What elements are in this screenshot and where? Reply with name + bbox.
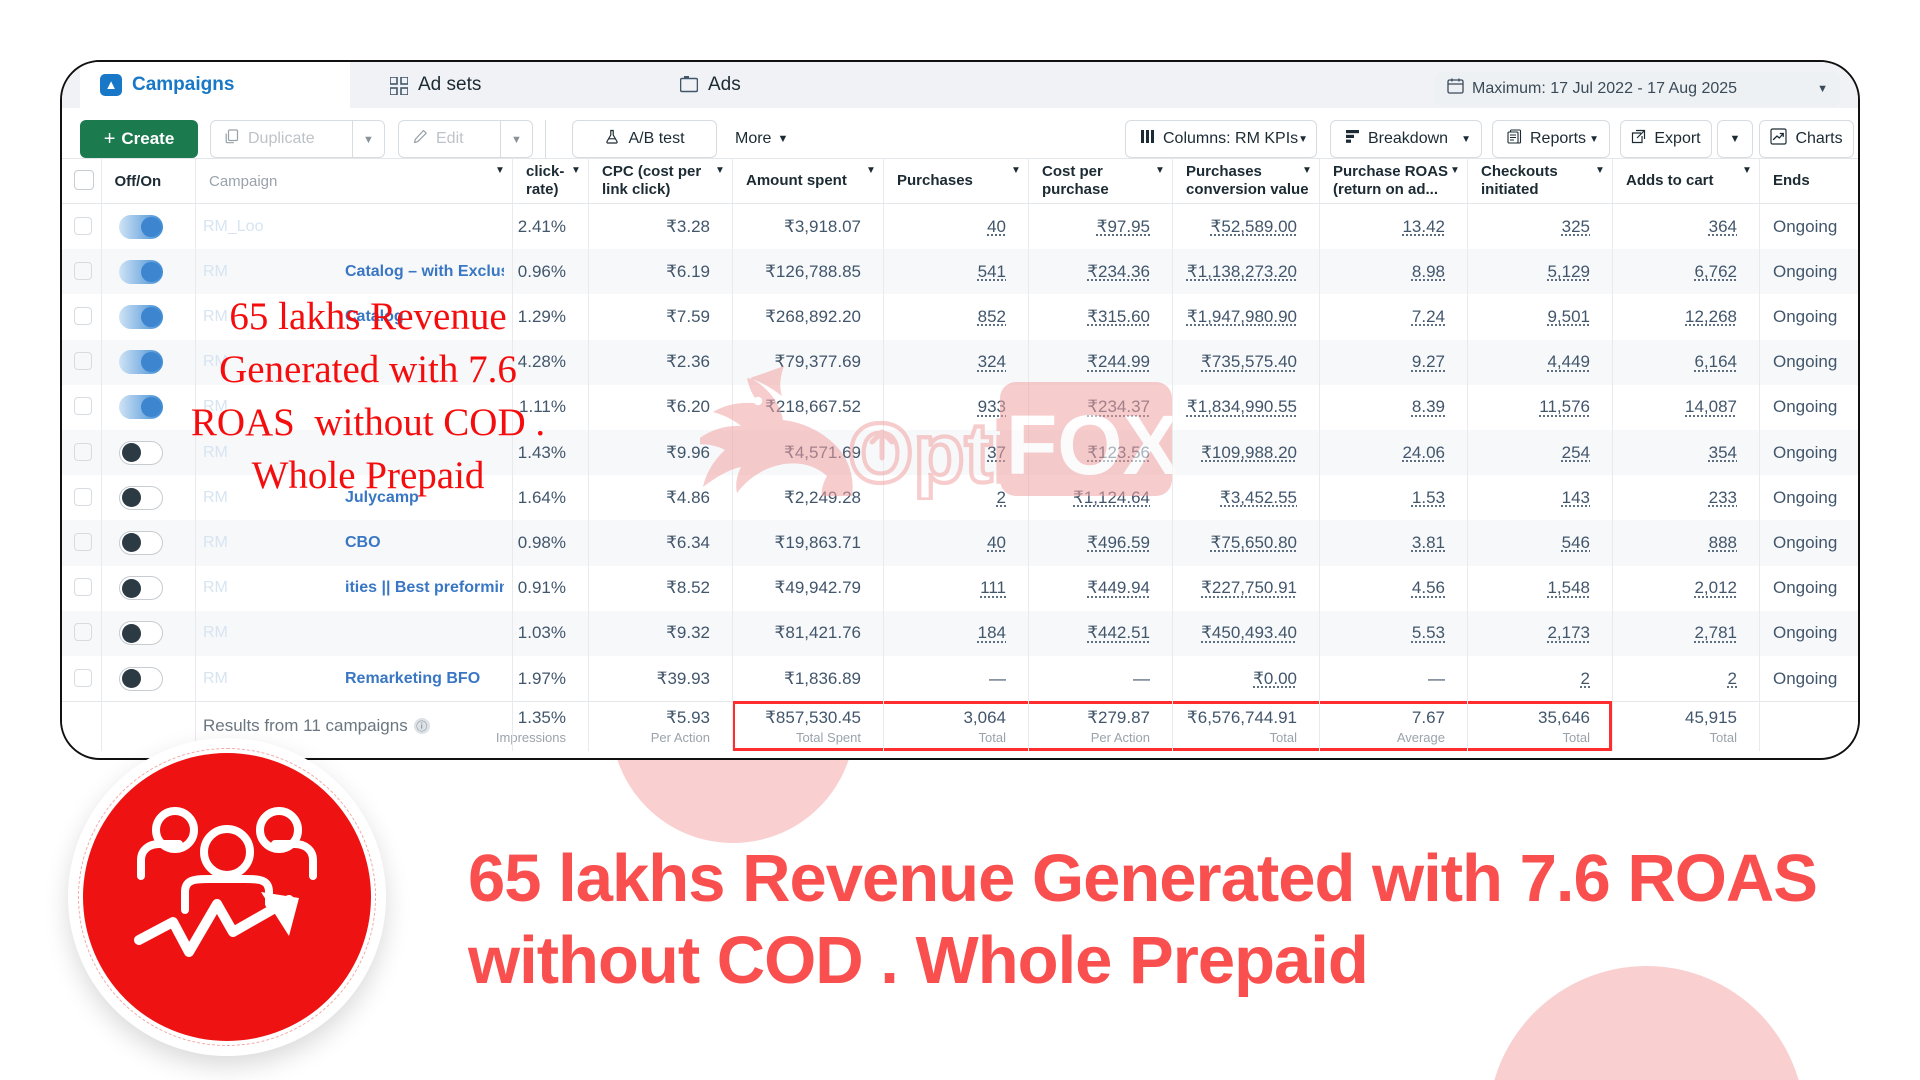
svg-text:Opti: Opti [848,406,1016,500]
svg-text:FOX: FOX [1006,398,1179,492]
